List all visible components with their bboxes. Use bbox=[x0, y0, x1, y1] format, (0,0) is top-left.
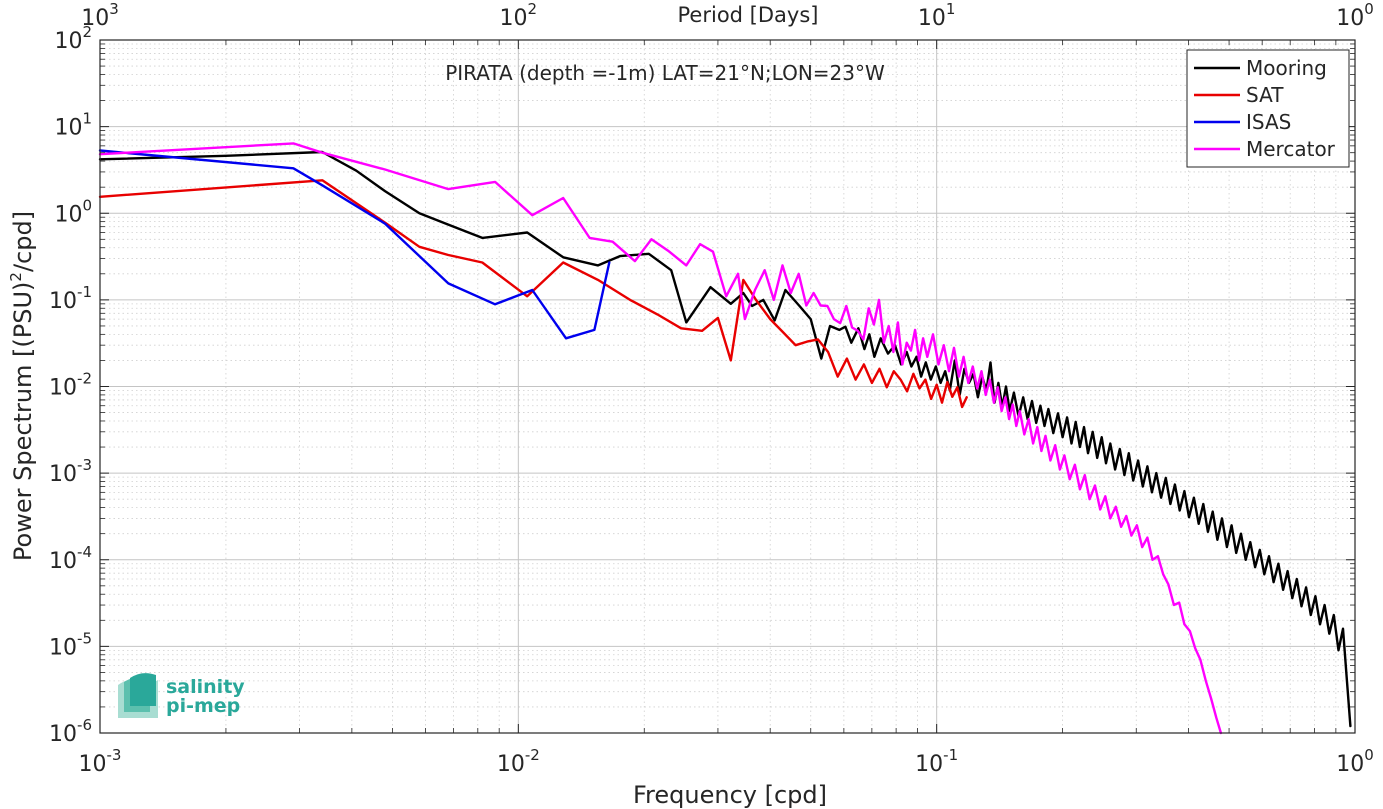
legend-label-isas: ISAS bbox=[1246, 110, 1291, 134]
top-axis-title: Period [Days] bbox=[678, 3, 819, 27]
legend-label-sat: SAT bbox=[1246, 83, 1284, 107]
series-layer bbox=[98, 142, 1352, 735]
salinity-pi-mep-logo: salinity pi-mep bbox=[118, 673, 245, 718]
wave-logo-icon bbox=[118, 673, 158, 718]
y-tick-label: 10-4 bbox=[49, 543, 92, 574]
series-line-mercator bbox=[98, 142, 1223, 735]
x-tick-label: 10-2 bbox=[497, 746, 540, 777]
y-tick-label: 10-1 bbox=[49, 283, 92, 314]
x-axis-title: Frequency [cpd] bbox=[633, 781, 827, 809]
top-tick-label: 103 bbox=[81, 0, 119, 31]
legend-box bbox=[1186, 49, 1350, 168]
y-tick-label: 10-5 bbox=[49, 629, 92, 660]
top-tick-label: 102 bbox=[500, 0, 538, 31]
series-line-mooring bbox=[98, 150, 1352, 728]
y-tick-label: 102 bbox=[54, 23, 92, 54]
logo-line2: pi-mep bbox=[166, 695, 240, 717]
top-tick-label: 100 bbox=[1336, 0, 1374, 31]
y-tick-label: 101 bbox=[54, 110, 92, 141]
legend-label-mercator: Mercator bbox=[1246, 137, 1336, 161]
plot-title: PIRATA (depth =-1m) LAT=21°N;LON=23°W bbox=[445, 61, 885, 85]
top-tick-label: 101 bbox=[918, 0, 956, 31]
y-tick-label: 10-6 bbox=[49, 716, 92, 747]
logo-line1: salinity bbox=[166, 676, 245, 698]
x-tick-label: 100 bbox=[1336, 746, 1374, 777]
series-line-isas bbox=[98, 149, 611, 340]
y-tick-label: 100 bbox=[54, 196, 92, 227]
x-tick-label: 10-3 bbox=[79, 746, 122, 777]
legend-label-mooring: Mooring bbox=[1246, 56, 1327, 80]
y-tick-label: 10-2 bbox=[49, 370, 92, 401]
series-line-sat bbox=[98, 179, 968, 409]
y-tick-label: 10-3 bbox=[49, 456, 92, 487]
axis-ticks: 10-3 10-2 10-1 100 10-6 10-5 10-4 10-3 10-2 10-1 1… bbox=[49, 0, 1374, 777]
y-axis-title: Power Spectrum [(PSU)2/cpd] bbox=[7, 211, 37, 561]
legend: Mooring SAT ISAS Mercator bbox=[1186, 49, 1350, 168]
x-tick-label: 10-1 bbox=[915, 746, 958, 777]
